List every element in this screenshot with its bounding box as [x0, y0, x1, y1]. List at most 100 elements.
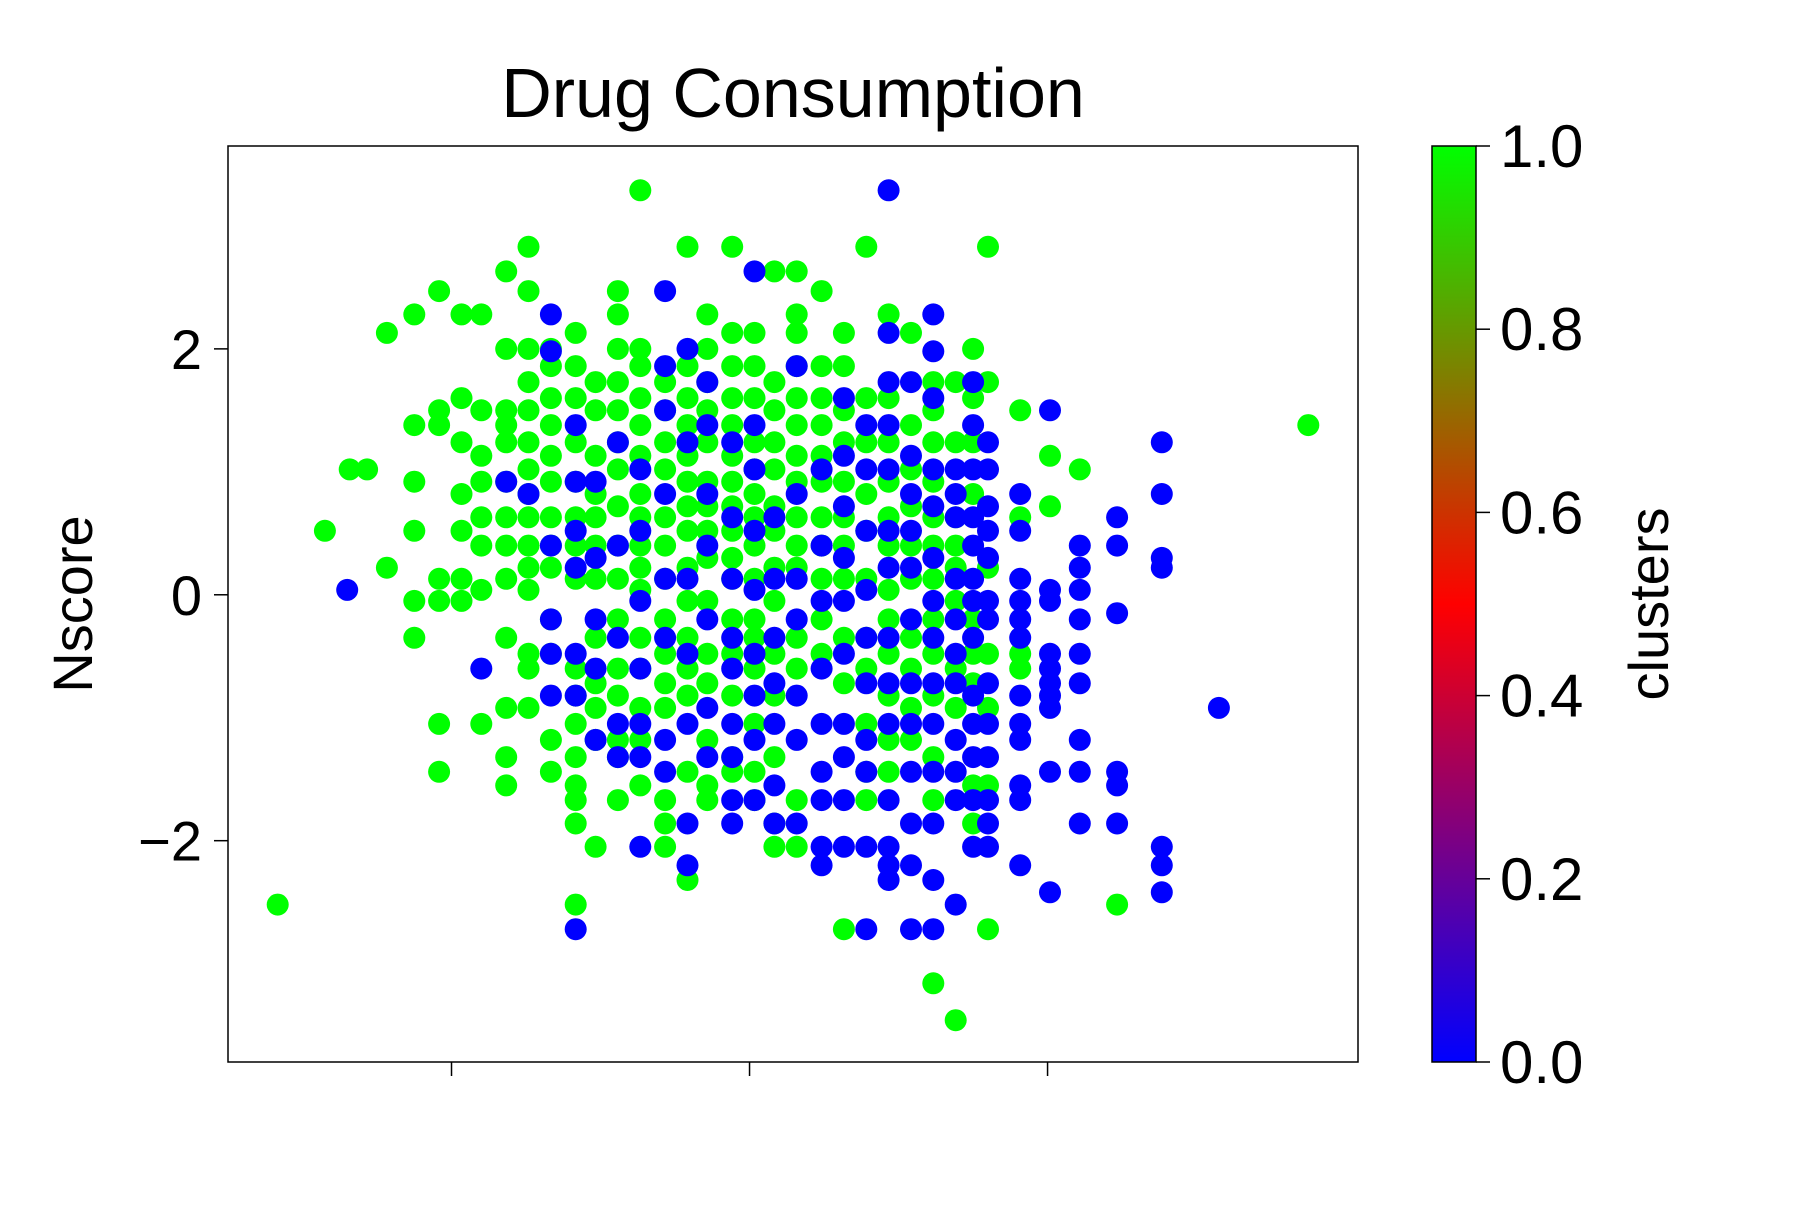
data-point-cluster-0	[785, 608, 808, 631]
data-point-cluster-0	[1009, 567, 1032, 590]
data-point-cluster-1	[606, 657, 629, 680]
data-point-cluster-1	[564, 789, 587, 812]
data-point-cluster-0	[944, 483, 967, 505]
data-point-cluster-0	[877, 179, 900, 202]
data-point-cluster-1	[629, 355, 652, 378]
data-point-cluster-1	[470, 399, 493, 422]
data-point-cluster-0	[676, 812, 699, 835]
data-point-cluster-1	[763, 260, 786, 283]
data-point-cluster-1	[654, 431, 677, 454]
data-point-cluster-1	[922, 642, 945, 665]
data-point-cluster-1	[1009, 657, 1032, 680]
data-point-cluster-0	[654, 728, 677, 751]
data-point-cluster-1	[696, 431, 719, 454]
data-point-cluster-0	[629, 712, 652, 735]
data-point-cluster-1	[495, 746, 518, 769]
data-point-cluster-0	[877, 626, 900, 649]
colorbar-tick-label: 0.2	[1500, 846, 1583, 913]
data-point-cluster-1	[743, 321, 766, 344]
data-point-cluster-1	[900, 321, 922, 344]
data-point-cluster-0	[495, 470, 518, 493]
data-point-cluster-1	[855, 483, 878, 505]
data-point-cluster-1	[654, 371, 677, 394]
data-point-cluster-1	[495, 626, 518, 649]
data-point-cluster-0	[606, 534, 629, 557]
data-point-cluster-0	[606, 431, 629, 454]
data-point-cluster-0	[629, 835, 652, 858]
data-point-cluster-1	[743, 760, 766, 783]
data-point-cluster-0	[977, 746, 999, 769]
data-point-cluster-1	[495, 431, 518, 454]
data-point-cluster-1	[584, 444, 607, 467]
data-point-cluster-1	[785, 835, 808, 858]
data-point-cluster-1	[584, 567, 607, 590]
data-point-cluster-1	[450, 431, 473, 454]
data-point-cluster-0	[877, 519, 900, 542]
data-point-cluster-1	[962, 337, 985, 360]
data-point-cluster-1	[676, 414, 699, 437]
data-point-cluster-0	[1150, 835, 1173, 858]
data-point-cluster-0	[743, 789, 766, 812]
data-point-cluster-1	[922, 431, 945, 454]
data-point-cluster-0	[900, 608, 922, 631]
data-point-cluster-1	[721, 387, 744, 410]
data-point-cluster-1	[564, 321, 587, 344]
data-point-cluster-1	[676, 760, 699, 783]
data-point-cluster-0	[1150, 881, 1173, 904]
data-point-cluster-0	[1009, 684, 1032, 707]
data-point-cluster-0	[743, 642, 766, 665]
data-point-cluster-1	[606, 684, 629, 707]
y-tick-label: −2	[138, 810, 202, 873]
data-point-cluster-0	[696, 371, 719, 394]
y-axis: −2 0 2	[138, 318, 228, 873]
data-point-cluster-0	[900, 444, 922, 467]
data-point-cluster-1	[584, 696, 607, 719]
data-point-cluster-1	[676, 495, 699, 518]
data-point-cluster-0	[944, 506, 967, 529]
data-point-cluster-0	[721, 712, 744, 735]
data-point-cluster-1	[403, 303, 426, 326]
data-point-cluster-0	[517, 483, 540, 505]
data-point-cluster-0	[743, 414, 766, 437]
data-point-cluster-1	[877, 642, 900, 665]
data-point-cluster-0	[721, 626, 744, 649]
data-point-cluster-1	[450, 567, 473, 590]
data-point-cluster-1	[428, 280, 451, 303]
data-point-cluster-1	[763, 431, 786, 454]
data-point-cluster-1	[676, 589, 699, 612]
data-point-cluster-0	[900, 371, 922, 394]
data-point-cluster-0	[900, 556, 922, 579]
data-point-cluster-0	[1106, 812, 1129, 835]
data-point-cluster-1	[606, 495, 629, 518]
colorbar-tick-label: 0.8	[1500, 296, 1583, 363]
data-point-cluster-0	[584, 546, 607, 569]
data-point-cluster-1	[428, 414, 451, 437]
data-point-cluster-1	[606, 303, 629, 326]
data-point-cluster-1	[629, 556, 652, 579]
data-point-cluster-0	[743, 519, 766, 542]
data-point-cluster-0	[336, 578, 359, 601]
data-point-cluster-0	[1039, 696, 1061, 719]
data-point-cluster-1	[629, 414, 652, 437]
data-point-cluster-0	[944, 893, 967, 916]
data-point-cluster-0	[743, 260, 766, 283]
data-point-cluster-0	[832, 495, 855, 518]
data-point-cluster-0	[1068, 672, 1091, 695]
data-point-cluster-1	[654, 696, 677, 719]
data-point-cluster-0	[1068, 642, 1091, 665]
chart-title: Drug Consumption	[501, 54, 1085, 132]
data-point-cluster-1	[810, 280, 833, 303]
data-point-cluster-1	[922, 567, 945, 590]
data-point-cluster-1	[721, 608, 744, 631]
data-point-cluster-0	[654, 760, 677, 783]
data-point-cluster-0	[1106, 506, 1129, 529]
data-point-cluster-0	[654, 483, 677, 505]
data-point-cluster-1	[721, 355, 744, 378]
data-point-cluster-1	[629, 387, 652, 410]
data-point-cluster-0	[922, 626, 945, 649]
data-point-cluster-0	[855, 414, 878, 437]
data-point-cluster-1	[654, 789, 677, 812]
data-point-cluster-0	[944, 789, 967, 812]
data-point-cluster-0	[922, 712, 945, 735]
data-point-cluster-1	[450, 387, 473, 410]
